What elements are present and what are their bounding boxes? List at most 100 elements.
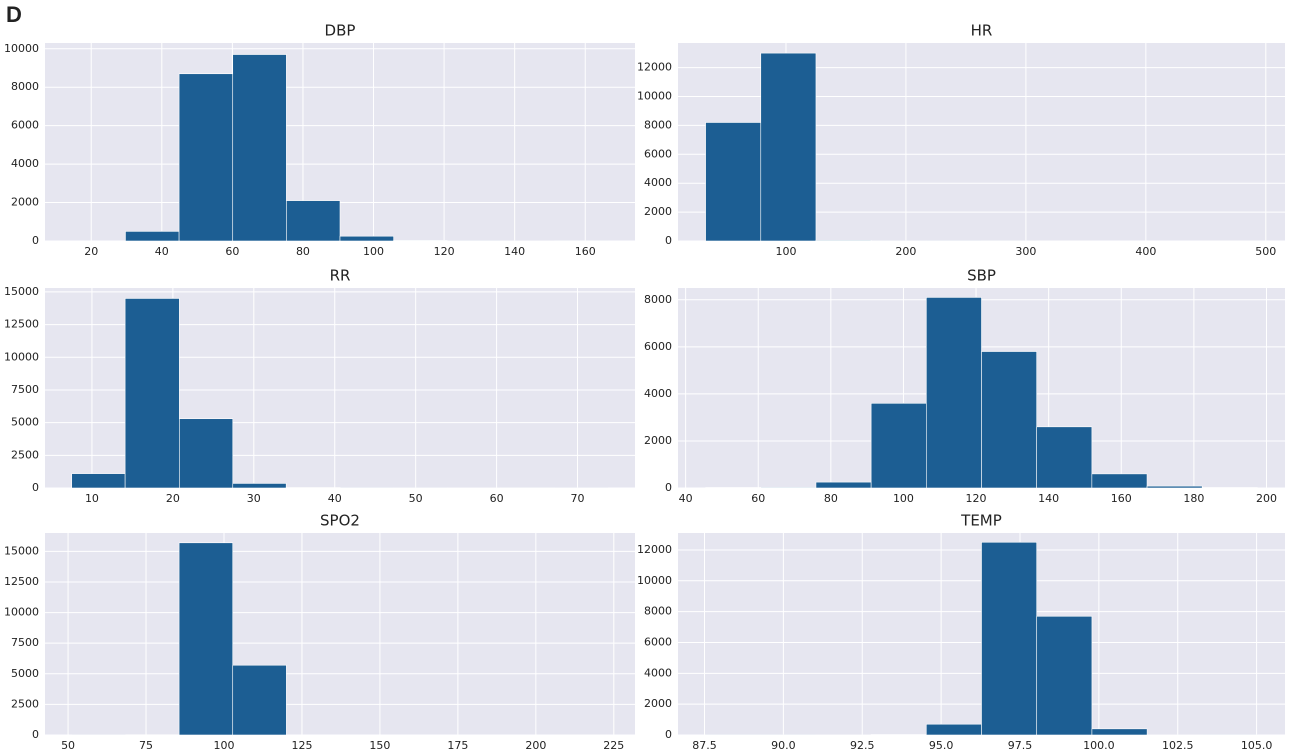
- histogram-bar: [71, 473, 126, 489]
- y-tick-label: 7500: [11, 636, 39, 649]
- histogram-bar: [125, 231, 180, 242]
- y-tick-label: 12000: [637, 543, 672, 556]
- chart-title: SBP: [967, 267, 996, 285]
- y-tick-label: 8000: [644, 293, 672, 306]
- x-tick-label: 400: [1135, 245, 1156, 258]
- y-tick-label: 5000: [11, 667, 39, 680]
- x-tick-label: 105.0: [1241, 739, 1273, 752]
- x-tick-label: 40: [155, 245, 169, 258]
- x-tick-label: 60: [490, 492, 504, 505]
- x-tick-label: 92.5: [850, 739, 875, 752]
- histogram-bar: [124, 298, 180, 489]
- chart-title: TEMP: [960, 512, 1002, 530]
- histogram-bar: [870, 402, 927, 489]
- y-tick-label: 0: [665, 481, 672, 494]
- x-tick-label: 200: [525, 739, 546, 752]
- histogram-bar: [926, 297, 982, 489]
- y-tick-label: 2000: [644, 205, 672, 218]
- x-tick-label: 20: [84, 245, 98, 258]
- histogram-bar: [815, 239, 872, 242]
- x-tick-label: 50: [61, 739, 75, 752]
- y-tick-label: 2500: [11, 448, 39, 461]
- histogram-bar: [705, 122, 762, 242]
- x-tick-label: 40: [679, 492, 693, 505]
- y-tick-label: 8000: [644, 605, 672, 618]
- x-tick-label: 140: [504, 245, 525, 258]
- histogram-bar: [760, 52, 817, 242]
- y-tick-label: 8000: [11, 80, 39, 93]
- y-tick-label: 5000: [11, 416, 39, 429]
- x-tick-label: 100: [213, 739, 234, 752]
- x-tick-label: 100.0: [1083, 739, 1115, 752]
- x-tick-label: 100: [775, 245, 796, 258]
- x-tick-label: 120: [434, 245, 455, 258]
- y-tick-label: 2000: [11, 196, 39, 209]
- y-tick-label: 0: [665, 234, 672, 247]
- y-tick-label: 2000: [644, 434, 672, 447]
- histogram-bar: [925, 723, 982, 736]
- y-tick-label: 6000: [11, 119, 39, 132]
- x-tick-label: 150: [369, 739, 390, 752]
- x-tick-label: 225: [603, 739, 624, 752]
- x-tick-label: 97.5: [1008, 739, 1033, 752]
- x-tick-label: 175: [447, 739, 468, 752]
- y-tick-label: 2000: [644, 697, 672, 710]
- x-tick-label: 100: [893, 492, 914, 505]
- histogram-bar: [1146, 485, 1203, 489]
- x-tick-label: 40: [328, 492, 342, 505]
- x-tick-label: 90.0: [771, 739, 796, 752]
- x-tick-label: 60: [751, 492, 765, 505]
- x-tick-label: 75: [139, 739, 153, 752]
- histogram-bar: [232, 483, 287, 489]
- histogram-bar: [1091, 728, 1148, 736]
- histogram-bar: [232, 54, 287, 242]
- histogram-bar: [1036, 426, 1093, 489]
- x-tick-label: 120: [966, 492, 987, 505]
- x-tick-label: 200: [1256, 492, 1277, 505]
- y-tick-label: 0: [32, 728, 39, 741]
- x-tick-label: 95.0: [929, 739, 954, 752]
- y-tick-label: 8000: [644, 118, 672, 131]
- y-tick-label: 10000: [637, 574, 672, 587]
- histogram-bar: [981, 351, 1037, 489]
- chart-title: SPO2: [320, 512, 360, 530]
- x-tick-label: 60: [225, 245, 239, 258]
- histogram-bar: [393, 240, 448, 242]
- y-tick-label: 4000: [644, 176, 672, 189]
- plot-area: [45, 533, 635, 735]
- histogram-bar: [178, 542, 234, 736]
- x-tick-label: 160: [575, 245, 596, 258]
- chart-title: HR: [971, 22, 993, 40]
- histogram-bar: [760, 486, 817, 489]
- y-tick-label: 12500: [4, 575, 39, 588]
- y-tick-label: 6000: [644, 635, 672, 648]
- y-tick-label: 15000: [4, 285, 39, 298]
- histogram-bar: [232, 664, 287, 736]
- y-tick-label: 12000: [637, 61, 672, 74]
- chart-title: DBP: [325, 22, 356, 40]
- x-tick-label: 200: [895, 245, 916, 258]
- x-tick-label: 30: [247, 492, 261, 505]
- y-tick-label: 10000: [637, 89, 672, 102]
- y-tick-label: 4000: [11, 157, 39, 170]
- histogram-bar: [815, 481, 872, 489]
- histogram-bar: [1091, 473, 1148, 489]
- histogram-bar: [339, 235, 394, 242]
- x-tick-label: 10: [85, 492, 99, 505]
- y-tick-label: 15000: [4, 544, 39, 557]
- histogram-bar: [286, 200, 341, 242]
- x-tick-label: 125: [291, 739, 312, 752]
- x-tick-label: 87.5: [692, 739, 717, 752]
- y-tick-label: 4000: [644, 387, 672, 400]
- y-tick-label: 4000: [644, 666, 672, 679]
- x-tick-label: 80: [824, 492, 838, 505]
- x-tick-label: 80: [296, 245, 310, 258]
- y-tick-label: 7500: [11, 383, 39, 396]
- panel-label: D: [6, 2, 22, 27]
- y-tick-label: 10000: [4, 606, 39, 619]
- y-tick-label: 10000: [4, 42, 39, 55]
- x-tick-label: 102.5: [1162, 739, 1194, 752]
- y-tick-label: 10000: [4, 350, 39, 363]
